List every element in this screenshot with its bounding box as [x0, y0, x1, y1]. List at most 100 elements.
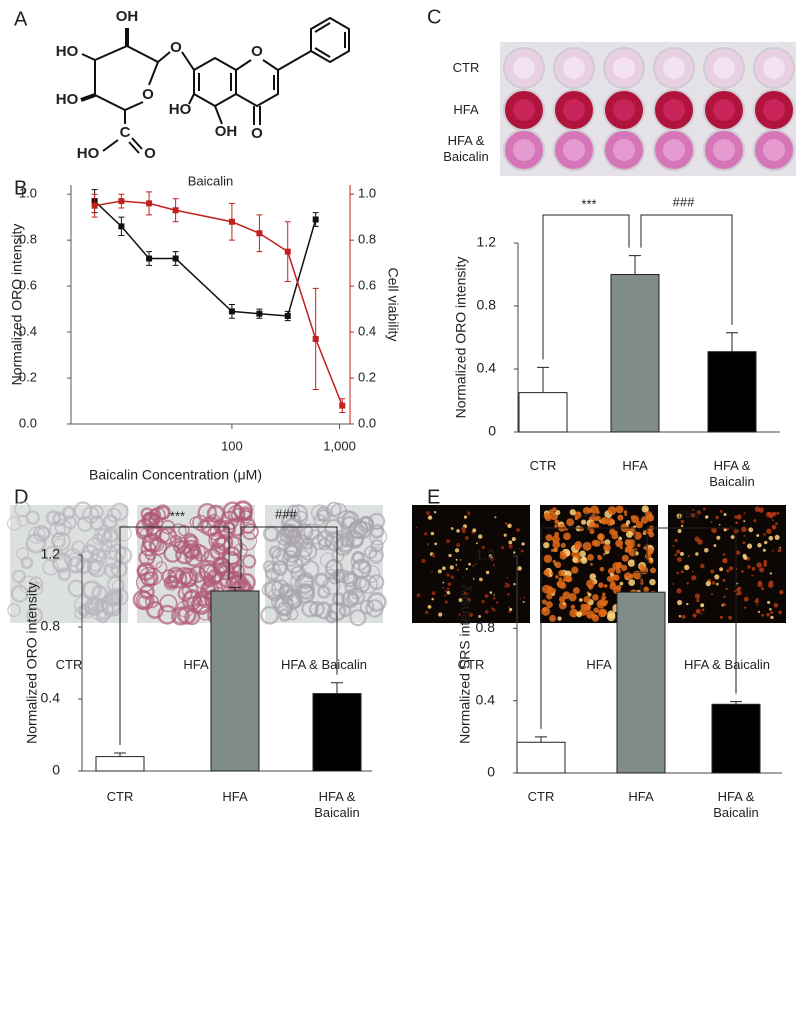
cell: [156, 505, 170, 520]
cell: [175, 545, 195, 565]
cell: [7, 603, 21, 618]
droplet: [680, 519, 685, 524]
y-axis-label: Normalized ORO intensity: [453, 257, 469, 419]
well-center: [663, 99, 685, 121]
atom-label: C: [120, 124, 131, 141]
cell: [369, 523, 385, 539]
droplet: [768, 535, 774, 541]
droplet: [640, 516, 649, 524]
droplet: [427, 515, 433, 520]
droplet: [560, 542, 566, 548]
droplet: [472, 528, 477, 533]
droplet: [478, 614, 482, 618]
droplet: [615, 562, 622, 568]
droplet: [463, 591, 468, 596]
cell: [7, 516, 22, 531]
cell: [285, 530, 301, 546]
cell: [331, 592, 346, 606]
bar: [610, 274, 660, 433]
droplet: [447, 582, 452, 586]
droplet: [719, 567, 724, 572]
droplet: [722, 602, 726, 607]
droplet: [597, 533, 605, 541]
cell: [344, 529, 364, 550]
y2-tick-label: 0.4: [358, 324, 376, 339]
droplet: [448, 553, 452, 558]
well-center: [713, 99, 735, 121]
droplet: [492, 596, 496, 600]
cell: [25, 532, 47, 554]
droplet: [674, 553, 678, 557]
well-center: [513, 99, 535, 121]
droplet: [425, 610, 429, 615]
droplet: [446, 573, 450, 577]
atom-label: O: [144, 145, 156, 162]
droplet: [569, 608, 579, 618]
y2-tick-label: 0.2: [358, 369, 376, 384]
cell: [106, 576, 125, 594]
error-bar: [726, 332, 738, 352]
droplet: [763, 533, 766, 536]
micrograph-caption: HFA: [183, 657, 209, 672]
data-point: [228, 308, 235, 315]
droplet: [489, 591, 493, 594]
cell: [283, 545, 301, 563]
droplet: [735, 550, 741, 555]
droplet: [735, 521, 739, 525]
droplet: [686, 582, 690, 585]
droplet: [715, 515, 719, 520]
cell: [296, 571, 315, 590]
error-bar: [537, 366, 549, 393]
droplet: [718, 524, 721, 526]
y2-tick-label: 0.8: [358, 232, 376, 247]
droplet: [705, 580, 711, 587]
droplet: [455, 558, 458, 561]
cell: [25, 510, 40, 525]
cell: [359, 599, 375, 615]
cell: [101, 530, 119, 548]
droplet: [549, 574, 553, 577]
droplet: [515, 528, 520, 533]
droplet: [702, 507, 706, 511]
cell: [163, 544, 182, 563]
bar: [518, 392, 568, 433]
droplet: [424, 532, 428, 536]
data-point: [339, 402, 346, 409]
droplet: [767, 600, 771, 604]
droplet: [623, 510, 628, 514]
droplet: [722, 578, 726, 582]
cell: [104, 562, 120, 578]
bar: [707, 351, 757, 433]
well-center: [563, 99, 585, 121]
droplet: [501, 546, 505, 550]
cell: [359, 575, 378, 594]
y2-axis-label: Cell viability: [385, 268, 401, 342]
cell: [270, 594, 285, 609]
droplet: [725, 587, 728, 591]
data-point: [172, 255, 179, 262]
x-tick-label: HFA: [628, 789, 654, 804]
cell: [32, 524, 51, 543]
droplet: [597, 554, 601, 558]
droplet: [604, 539, 611, 546]
droplet: [621, 554, 629, 562]
data-point: [284, 248, 291, 255]
droplet: [509, 607, 513, 612]
droplet: [761, 613, 765, 617]
droplet: [635, 521, 643, 529]
droplet: [648, 559, 652, 563]
bar: [95, 756, 145, 772]
cell: [51, 552, 73, 573]
droplet: [578, 598, 583, 602]
droplet: [694, 593, 701, 599]
droplet: [437, 569, 442, 574]
micrograph-caption: HFA & Baicalin: [281, 657, 367, 672]
cell: [278, 608, 292, 622]
y-tick-label: 1.2: [477, 234, 497, 250]
droplet: [576, 611, 583, 618]
x-tick-label: HFA: [222, 789, 248, 804]
cell: [177, 605, 197, 625]
cell: [74, 606, 87, 620]
droplet: [472, 564, 475, 567]
